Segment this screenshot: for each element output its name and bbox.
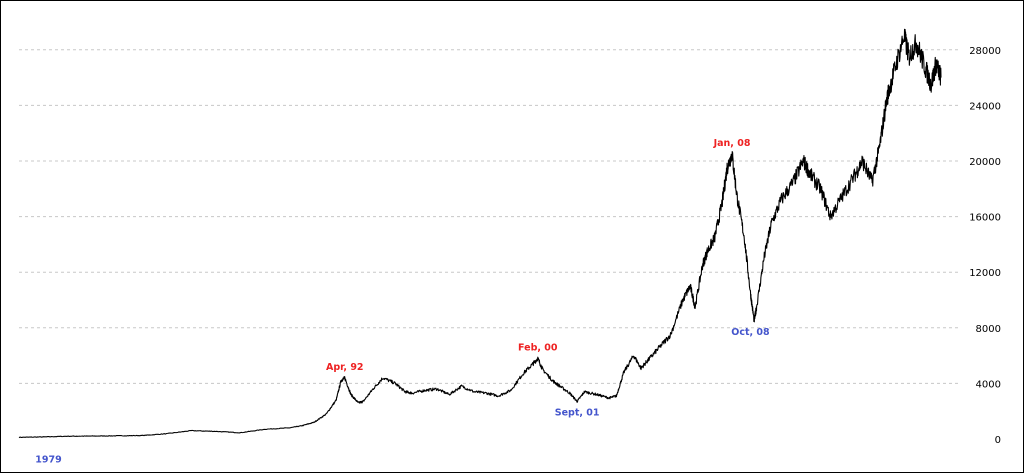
y-tick-label: 16000 — [969, 213, 1001, 224]
y-tick-label: 4000 — [976, 379, 1001, 390]
annotation-label: Feb, 00 — [518, 342, 558, 353]
annotation-label: Sept, 01 — [555, 407, 600, 418]
annotation-label: Jan, 08 — [713, 138, 751, 149]
y-tick-label: 20000 — [969, 157, 1001, 168]
y-tick-label: 24000 — [969, 101, 1001, 112]
annotation-label: 1979 — [35, 455, 61, 466]
y-tick-label: 12000 — [969, 268, 1001, 279]
grid-lines — [19, 49, 961, 384]
annotations: 1979 Apr, 92 Feb, 00 Sept, 01 Jan, 08 Oct, 08 — [35, 138, 770, 466]
series-line — [18, 28, 942, 439]
series-line-group — [18, 28, 942, 439]
annotation-label: Oct, 08 — [731, 327, 770, 338]
y-tick-label: 28000 — [969, 46, 1001, 57]
y-axis-ticks: 0 4000 8000 12000 16000 20000 24000 28000 — [969, 46, 1001, 446]
y-tick-label: 0 — [995, 435, 1001, 446]
annotation-label: Apr, 92 — [326, 362, 364, 373]
y-tick-label: 8000 — [976, 324, 1001, 335]
